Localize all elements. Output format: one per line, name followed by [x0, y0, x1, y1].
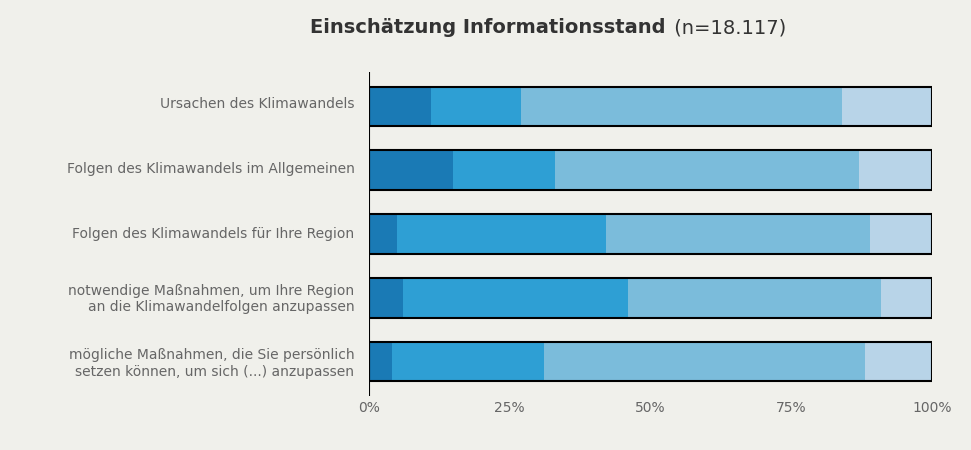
Bar	[544, 342, 864, 381]
Bar	[628, 278, 882, 318]
Bar	[397, 214, 606, 254]
Bar	[369, 278, 932, 318]
Bar	[403, 278, 628, 318]
Bar	[369, 214, 397, 254]
Bar	[521, 87, 842, 126]
Bar	[453, 150, 554, 190]
Bar	[431, 87, 521, 126]
Bar	[369, 150, 932, 190]
Text: Ursachen des Klimawandels: Ursachen des Klimawandels	[160, 97, 354, 112]
Bar	[369, 87, 431, 126]
Text: (n=18.117): (n=18.117)	[668, 18, 787, 37]
Bar	[606, 214, 870, 254]
Text: Folgen des Klimawandels im Allgemeinen: Folgen des Klimawandels im Allgemeinen	[67, 162, 354, 176]
Bar	[882, 278, 932, 318]
Bar	[369, 342, 391, 381]
Text: Folgen des Klimawandels für Ihre Region: Folgen des Klimawandels für Ihre Region	[72, 227, 354, 241]
Text: mögliche Maßnahmen, die Sie persönlich
setzen können, um sich (...) anzupassen: mögliche Maßnahmen, die Sie persönlich s…	[69, 348, 354, 379]
Text: Einschätzung Informationsstand: Einschätzung Informationsstand	[310, 18, 665, 37]
Bar	[369, 150, 453, 190]
Text: notwendige Maßnahmen, um Ihre Region
an die Klimawandelfolgen anzupassen: notwendige Maßnahmen, um Ihre Region an …	[68, 284, 354, 314]
Bar	[864, 342, 932, 381]
Bar	[391, 342, 544, 381]
Bar	[554, 150, 859, 190]
Bar	[369, 214, 932, 254]
Bar	[369, 278, 403, 318]
Bar	[859, 150, 932, 190]
Bar	[369, 87, 932, 126]
Bar	[842, 87, 932, 126]
Bar	[369, 342, 932, 381]
Bar	[870, 214, 932, 254]
